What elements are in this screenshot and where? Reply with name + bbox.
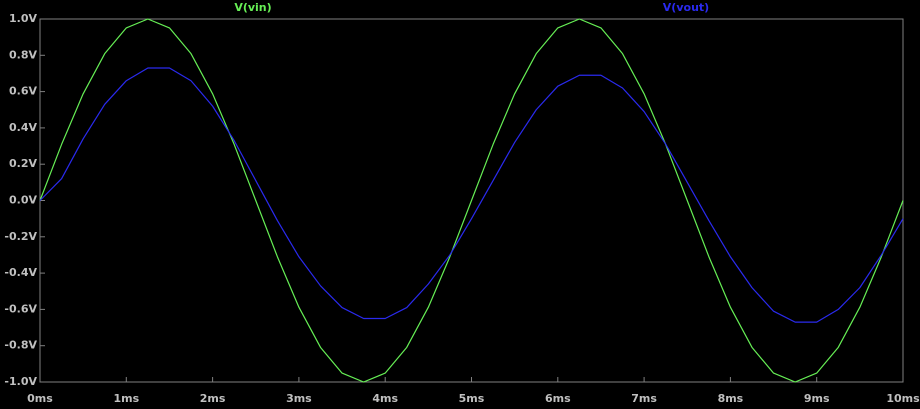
x-tick-label: 7ms bbox=[631, 392, 657, 405]
x-tick-label: 10ms bbox=[886, 392, 920, 405]
y-tick-label: 0.2V bbox=[9, 157, 37, 170]
y-tick-label: 1.0V bbox=[9, 12, 37, 25]
y-tick-label: 0.8V bbox=[9, 48, 37, 61]
y-tick-label: 0.4V bbox=[9, 121, 37, 134]
y-tick-label: -0.8V bbox=[4, 339, 37, 352]
x-tick-label: 1ms bbox=[113, 392, 139, 405]
y-tick-label: 0.6V bbox=[9, 85, 37, 98]
y-tick-label: 0.0V bbox=[9, 194, 37, 207]
legend-entry: V(vin) bbox=[234, 1, 271, 14]
x-tick-label: 3ms bbox=[286, 392, 312, 405]
trace bbox=[39, 18, 904, 383]
trace bbox=[39, 67, 904, 323]
x-tick-label: 4ms bbox=[372, 392, 398, 405]
x-tick-label: 6ms bbox=[545, 392, 571, 405]
x-tick-label: 5ms bbox=[459, 392, 485, 405]
x-tick-label: 8ms bbox=[718, 392, 744, 405]
x-tick-label: 9ms bbox=[804, 392, 830, 405]
x-tick-label: 0ms bbox=[27, 392, 53, 405]
y-tick-label: -0.6V bbox=[4, 302, 37, 315]
y-tick-label: -0.2V bbox=[4, 230, 37, 243]
y-tick-label: -1.0V bbox=[4, 375, 37, 388]
y-tick-label: -0.4V bbox=[4, 266, 37, 279]
x-tick-label: 2ms bbox=[200, 392, 226, 405]
legend-entry: V(vout) bbox=[663, 1, 709, 14]
